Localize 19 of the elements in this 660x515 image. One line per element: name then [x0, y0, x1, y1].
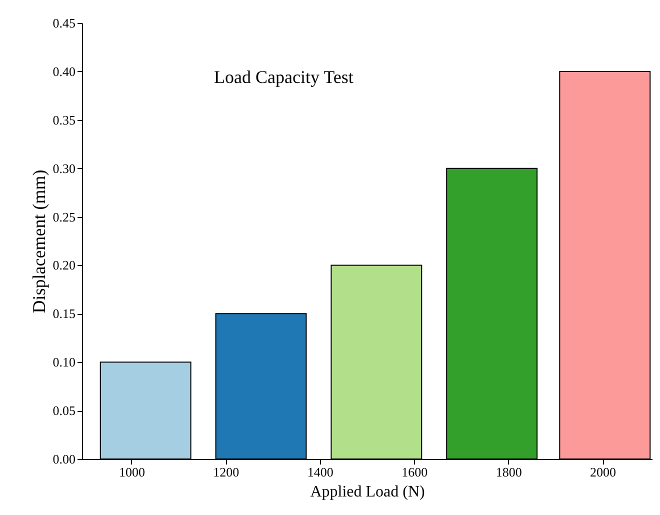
x-tick-label: 1600: [402, 464, 428, 480]
y-tick-label: 0.45: [52, 16, 76, 30]
y-tick-label: 0.00: [52, 452, 76, 466]
x-tick-label: 1800: [496, 464, 522, 480]
x-tick-label: 1200: [213, 464, 240, 480]
y-tick-label: 0.05: [52, 403, 76, 418]
y-tick-label: 0.15: [52, 306, 76, 322]
y-tick-label: 0.40: [52, 64, 76, 79]
y-axis-title: Displacement (mm): [28, 170, 49, 314]
y-tick-label: 0.35: [52, 112, 76, 128]
y-tick-label: 0.30: [52, 160, 76, 176]
x-axis-title: Applied Load (N): [310, 484, 425, 500]
y-tick-label: 0.25: [52, 209, 76, 224]
x-tick-label: 1400: [307, 464, 334, 480]
text: Load Capacity Test: [214, 67, 354, 87]
x-tick-label: 2000: [590, 464, 616, 480]
y-tick-label: 0.20: [52, 258, 76, 273]
x-tick-label: 1000: [118, 464, 145, 480]
y-tick-label: 0.10: [52, 354, 76, 370]
